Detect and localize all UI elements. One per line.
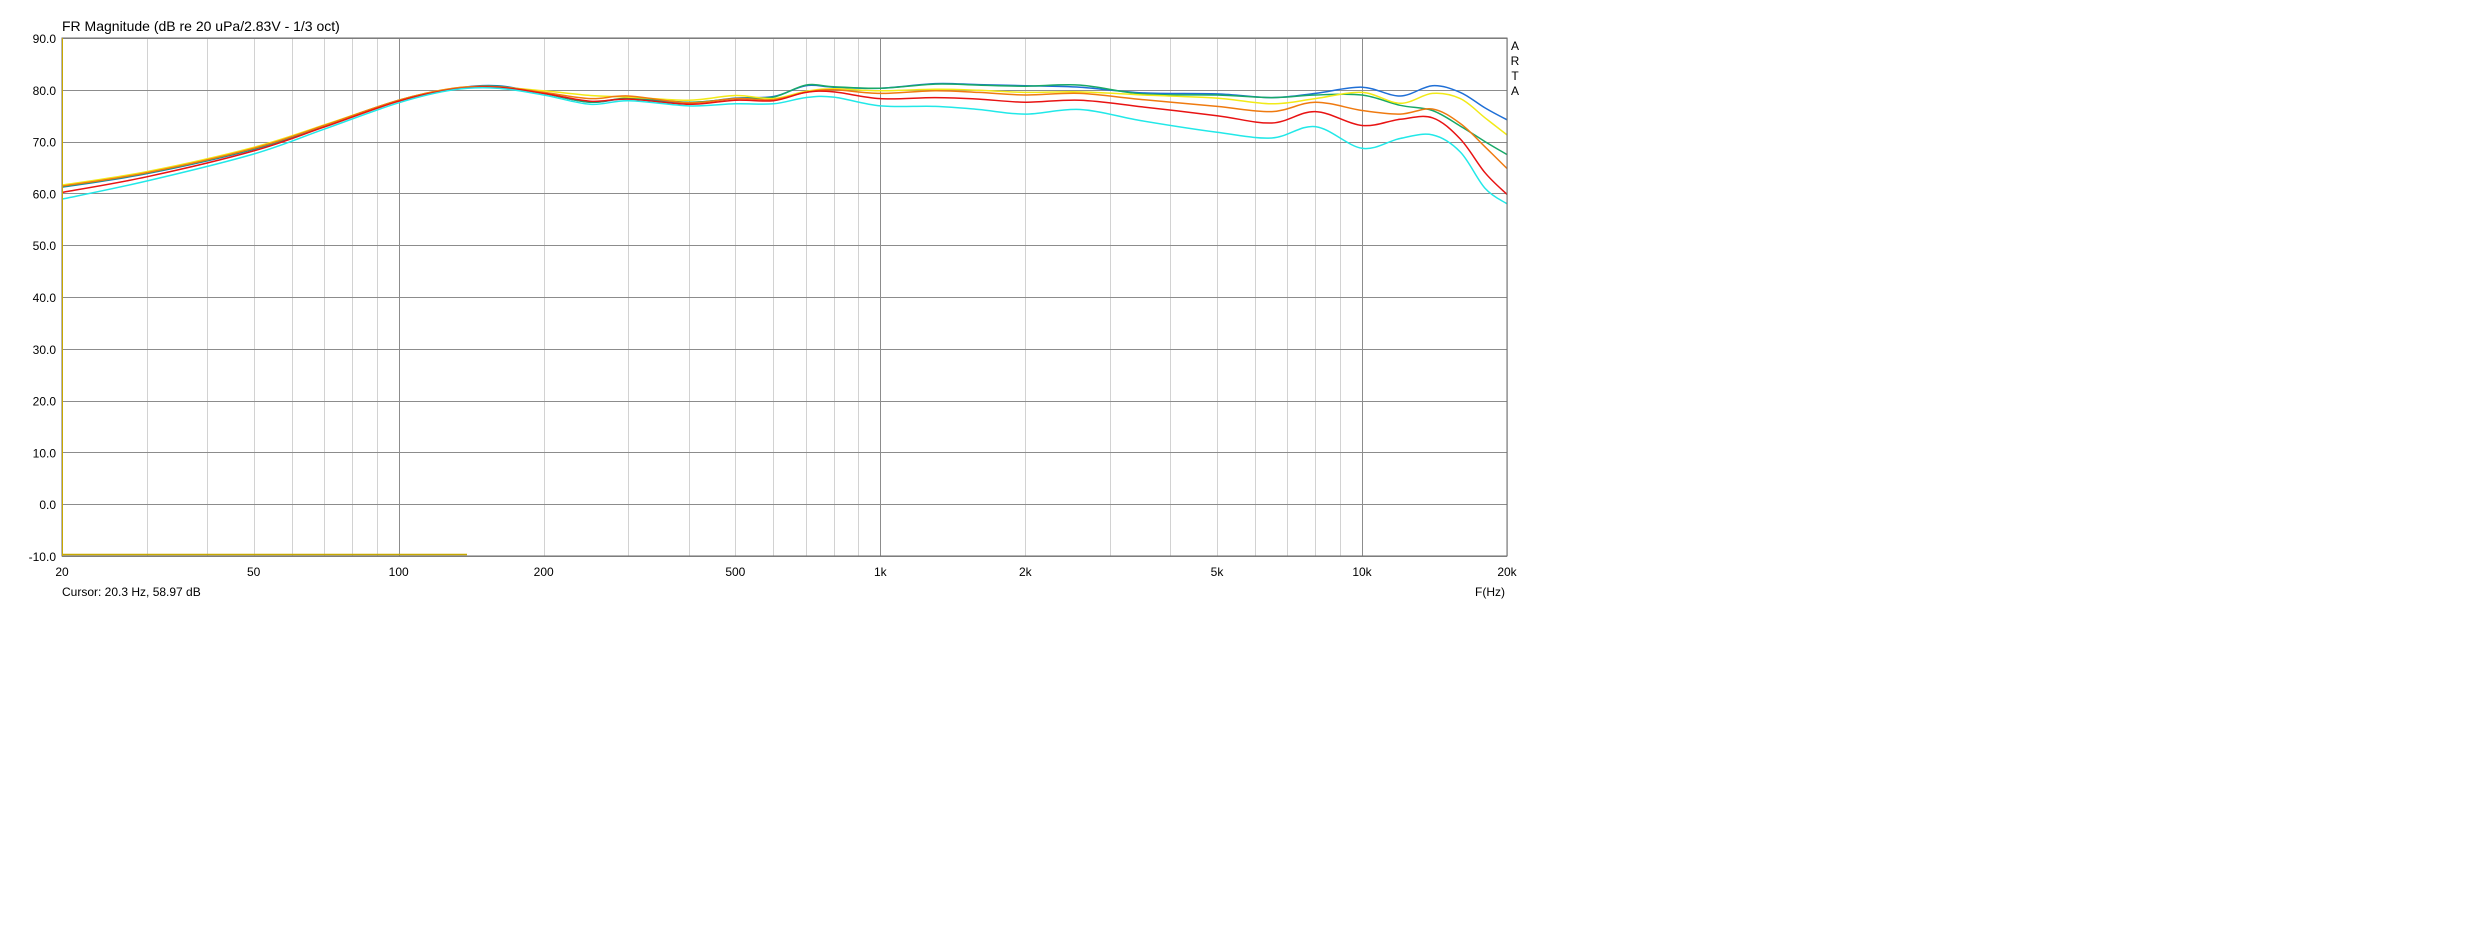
y-tick-label: 70.0: [33, 136, 57, 150]
watermark-letter: T: [1511, 69, 1519, 83]
y-tick-label: 20.0: [33, 395, 57, 409]
x-tick-label: 5k: [1211, 565, 1225, 579]
watermark-letter: R: [1511, 54, 1520, 68]
x-tick-label: 100: [389, 565, 409, 579]
series-line-5: [61, 86, 1508, 195]
y-tick-label: 80.0: [33, 84, 57, 98]
series-line-6: [61, 86, 1508, 205]
y-tick-label: 0.0: [39, 498, 56, 512]
y-tick-label: 10.0: [33, 446, 57, 460]
y-tick-label: 50.0: [33, 239, 57, 253]
cursor-readout: Cursor: 20.3 Hz, 58.97 dB: [62, 585, 201, 599]
x-tick-label: 500: [725, 565, 745, 579]
x-tick-label: 20k: [1497, 565, 1517, 579]
watermark-letter: A: [1511, 39, 1519, 53]
x-tick-label: 2k: [1019, 565, 1033, 579]
y-tick-label: -10.0: [29, 550, 57, 564]
watermark-letter: A: [1511, 84, 1519, 98]
series-line-4: [61, 85, 1508, 187]
y-tick-label: 60.0: [33, 187, 57, 201]
chart-title: FR Magnitude (dB re 20 uPa/2.83V - 1/3 o…: [62, 18, 340, 34]
x-tick-label: 50: [247, 565, 261, 579]
x-tick-label: 10k: [1352, 565, 1372, 579]
y-tick-label: 90.0: [33, 32, 57, 46]
frequency-response-chart: FR Magnitude (dB re 20 uPa/2.83V - 1/3 o…: [0, 0, 1570, 604]
x-tick-label: 200: [534, 565, 554, 579]
y-tick-label: 30.0: [33, 343, 57, 357]
x-axis-label: F(Hz): [1475, 585, 1505, 599]
x-tick-label: 1k: [874, 565, 888, 579]
x-tick-label: 20: [55, 565, 69, 579]
y-tick-label: 40.0: [33, 291, 57, 305]
